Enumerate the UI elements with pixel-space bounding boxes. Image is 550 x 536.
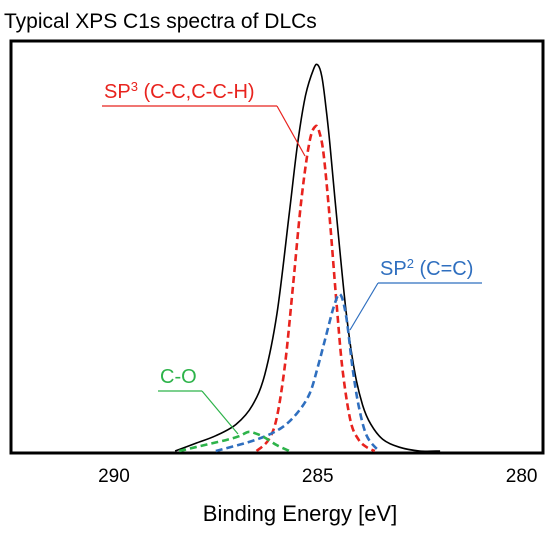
chart-title: Typical XPS C1s spectra of DLCs — [4, 10, 317, 33]
series-sp3-line — [255, 124, 376, 453]
annotation-co-leader — [201, 390, 239, 435]
x-tick-label-280: 280 — [506, 466, 538, 487]
x-axis-label: Binding Energy [eV] — [203, 501, 397, 526]
annotation-sp3-label: SP3 (C-C,C-C-H) — [104, 79, 255, 103]
annotation-sp2-label: SP2 (C=C) — [380, 256, 473, 280]
x-tick-label-285: 285 — [302, 466, 334, 487]
annotation-sp3-leader — [276, 105, 306, 157]
plot-frame — [9, 39, 545, 455]
series-co-line — [178, 430, 290, 453]
series-sp2-line — [215, 292, 380, 453]
series-total-line — [174, 63, 441, 453]
x-tick-label-290: 290 — [98, 466, 130, 487]
series-layer — [174, 63, 441, 453]
annotation-sp2-leader — [349, 282, 379, 331]
annotation-co-label: C-O — [160, 366, 197, 388]
annotation-layer: SP3 (C-C,C-C-H) SP2 (C=C) C-O — [102, 79, 482, 435]
x-tick-labels: 290 285 280 — [98, 466, 537, 487]
